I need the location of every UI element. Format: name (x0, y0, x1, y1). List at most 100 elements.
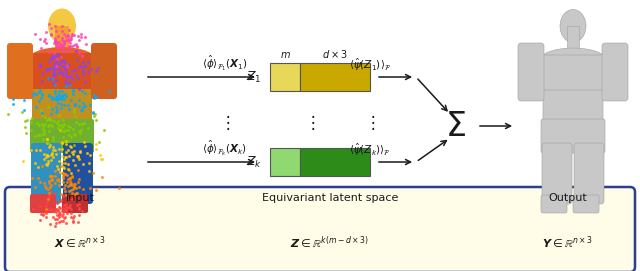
Point (60, 183, 70, 188)
Point (44, 207, 54, 212)
Point (33, 165, 43, 169)
Point (68, 186, 78, 191)
Point (50, 181, 60, 185)
Point (93, 66, 103, 70)
Point (70, 101, 81, 106)
FancyBboxPatch shape (62, 194, 88, 213)
Point (68, 213, 79, 218)
Point (50, 174, 60, 179)
Point (53, 167, 63, 171)
Point (8, 102, 19, 106)
Point (68, 110, 79, 114)
Point (44, 128, 54, 133)
Point (59, 186, 69, 190)
Point (80, 104, 90, 109)
Point (47, 97, 57, 101)
Point (72, 41, 82, 46)
Point (92, 147, 102, 151)
Point (68, 219, 78, 223)
Point (56, 164, 66, 168)
Point (3, 112, 13, 117)
Point (52, 217, 62, 221)
Point (88, 110, 98, 114)
Point (58, 206, 68, 210)
Point (67, 175, 77, 179)
Point (42, 140, 52, 145)
Point (45, 189, 56, 193)
Point (36, 211, 46, 216)
Point (44, 117, 54, 121)
Point (34, 123, 44, 127)
Point (44, 191, 54, 195)
Point (68, 127, 78, 131)
Point (59, 157, 69, 161)
Point (68, 182, 79, 186)
Point (79, 121, 89, 125)
Point (61, 155, 72, 159)
Point (71, 186, 81, 190)
Point (97, 175, 107, 179)
Point (51, 91, 61, 95)
Point (66, 181, 76, 185)
Point (64, 63, 74, 67)
Point (52, 97, 63, 101)
Text: $\langle\hat{\phi}\rangle_{\mathcal{F}_k}(\boldsymbol{X}_k)$: $\langle\hat{\phi}\rangle_{\mathcal{F}_k… (202, 139, 248, 158)
Text: Equivariant latent space: Equivariant latent space (262, 193, 398, 203)
Point (56, 29, 67, 33)
FancyBboxPatch shape (31, 143, 61, 204)
Point (52, 119, 63, 123)
Point (61, 34, 72, 38)
Point (59, 97, 69, 101)
Point (49, 191, 60, 196)
Point (62, 74, 72, 79)
Point (33, 176, 44, 180)
Point (60, 64, 70, 69)
Point (37, 113, 47, 117)
Point (45, 174, 56, 178)
Point (54, 67, 64, 72)
Point (59, 216, 69, 220)
Point (74, 86, 84, 91)
FancyBboxPatch shape (63, 143, 93, 204)
Point (51, 207, 61, 211)
Bar (300, 148, 370, 176)
Point (54, 89, 65, 93)
Point (51, 210, 61, 214)
Point (37, 122, 47, 127)
Point (35, 218, 45, 222)
Point (56, 96, 66, 101)
Point (85, 153, 95, 157)
Point (40, 68, 51, 72)
Point (86, 67, 97, 71)
FancyBboxPatch shape (5, 187, 635, 271)
Point (60, 189, 70, 193)
Point (61, 193, 71, 197)
Point (65, 176, 76, 180)
Point (70, 192, 80, 197)
Point (56, 141, 67, 145)
Point (63, 33, 73, 37)
Point (54, 212, 65, 217)
Point (51, 224, 61, 228)
Point (88, 111, 98, 115)
Point (50, 60, 60, 65)
Point (43, 141, 53, 146)
Text: Input: Input (65, 193, 95, 203)
Point (55, 206, 65, 210)
Point (76, 108, 86, 112)
Point (61, 142, 72, 146)
Point (54, 71, 65, 75)
Point (67, 174, 77, 178)
Point (48, 54, 58, 58)
Point (64, 39, 74, 43)
Point (64, 197, 74, 201)
Point (49, 147, 60, 152)
Point (59, 128, 69, 133)
Point (44, 50, 54, 54)
Point (46, 176, 56, 181)
Point (56, 122, 66, 127)
FancyBboxPatch shape (574, 143, 604, 204)
Point (60, 172, 70, 176)
Point (82, 150, 92, 155)
Point (59, 41, 69, 46)
